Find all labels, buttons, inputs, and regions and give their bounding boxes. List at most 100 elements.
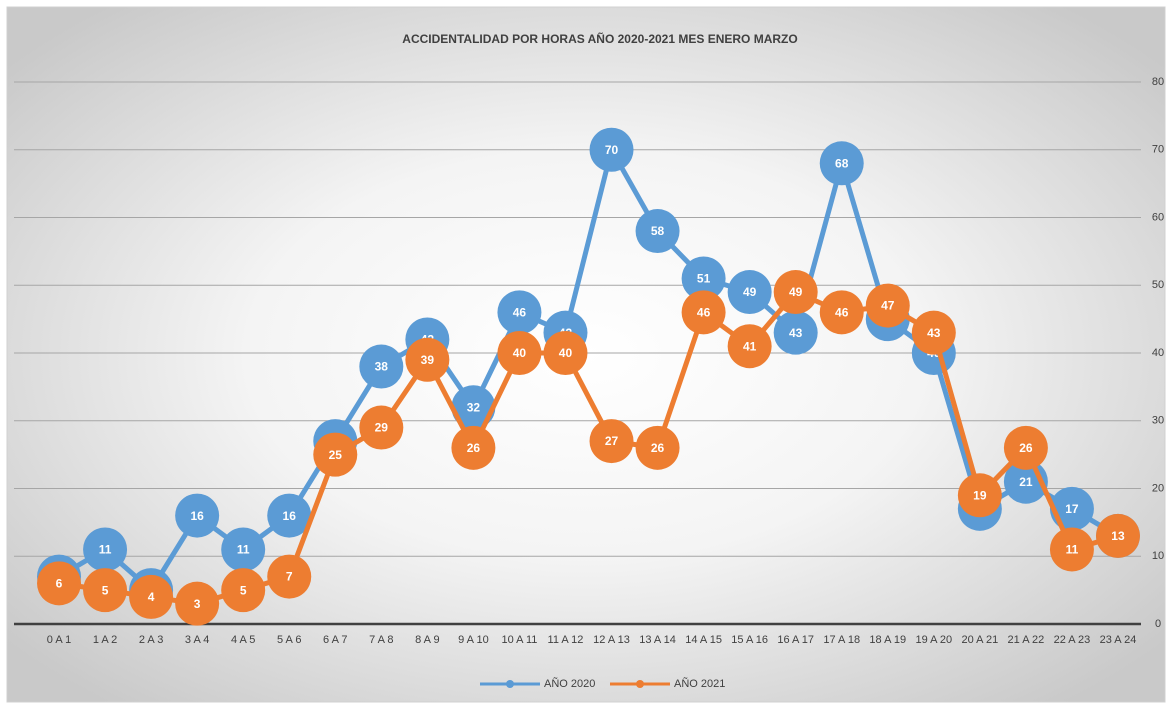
data-point [1095,513,1140,558]
data-label: 26 [1019,441,1033,455]
y-tick-label: 30 [1152,415,1164,427]
x-tick-label: 14 A 15 [685,634,722,646]
data-label: 70 [605,143,619,157]
data-point [359,405,404,450]
y-tick-label: 20 [1152,482,1164,494]
data-label: 27 [605,434,619,448]
x-tick-label: 6 A 7 [323,634,347,646]
data-label: 46 [513,306,527,320]
x-tick-label: 13 A 14 [639,634,676,646]
data-label: 17 [1065,502,1079,516]
data-label: 16 [190,509,204,523]
data-point [589,127,634,172]
data-point [175,581,220,626]
data-point [129,574,174,619]
data-point [911,310,956,355]
data-point [313,432,358,477]
data-point [635,425,680,470]
data-label: 47 [881,299,895,313]
data-point [83,527,128,572]
legend-marker [506,680,514,688]
data-label: 39 [421,353,435,367]
data-label: 7 [286,570,293,584]
data-label: 25 [329,448,343,462]
data-point [221,568,266,613]
data-label: 21 [1019,475,1033,489]
data-point [589,419,634,464]
data-label: 11 [99,543,112,557]
data-label: 68 [835,156,849,170]
data-point [773,270,818,315]
data-label: 38 [375,360,389,374]
x-tick-label: 20 A 21 [961,634,998,646]
y-tick-label: 60 [1152,211,1164,223]
x-tick-label: 5 A 6 [277,634,301,646]
data-label: 26 [651,441,665,455]
x-tick-label: 15 A 16 [731,634,768,646]
data-point [1049,527,1094,572]
data-label: 40 [513,346,527,360]
x-tick-label: 7 A 8 [369,634,393,646]
data-label: 5 [102,583,109,597]
data-point [221,527,266,572]
data-point [635,209,680,254]
y-tick-label: 50 [1152,279,1164,291]
data-point [267,554,312,599]
data-point [543,331,588,375]
y-tick-label: 80 [1152,76,1164,88]
data-point [359,344,404,389]
data-label: 32 [467,400,481,414]
y-tick-label: 70 [1152,144,1164,156]
x-tick-label: 2 A 3 [139,634,163,646]
data-point [681,290,726,335]
legend-label: AÑO 2020 [544,677,595,690]
data-label: 26 [467,441,481,455]
data-label: 11 [237,543,250,557]
data-label: 43 [927,326,941,340]
chart-title: ACCIDENTALIDAD POR HORAS AÑO 2020-2021 M… [402,31,797,46]
data-label: 46 [697,306,711,320]
data-label: 49 [743,285,757,299]
x-tick-label: 10 A 11 [501,634,537,646]
data-point [1003,425,1048,470]
x-tick-label: 22 A 23 [1054,634,1091,646]
data-point [451,385,496,430]
data-label: 13 [1111,529,1125,543]
data-label: 6 [56,577,63,591]
y-tick-label: 40 [1152,347,1164,359]
data-label: 3 [194,597,201,611]
data-point [451,425,496,470]
data-label: 58 [651,224,665,238]
data-point [957,473,1002,518]
data-label: 16 [283,509,297,523]
x-tick-label: 17 A 18 [823,634,860,646]
x-tick-label: 9 A 10 [458,634,489,646]
data-label: 43 [789,326,803,340]
x-tick-label: 12 A 13 [593,634,630,646]
data-point [727,324,772,369]
data-label: 41 [743,339,757,353]
x-tick-label: 1 A 2 [93,634,117,646]
data-point [773,310,818,355]
data-point [267,493,312,538]
legend-marker [636,680,644,688]
data-point [405,337,450,382]
data-point [727,270,772,315]
legend-label: AÑO 2021 [674,677,725,690]
data-label: 4 [148,590,155,604]
x-tick-label: 16 A 17 [777,634,814,646]
data-point [37,561,82,606]
y-tick-label: 10 [1152,550,1164,562]
x-tick-label: 11 A 12 [548,634,584,646]
y-tick-label: 0 [1155,618,1161,630]
x-tick-label: 8 A 9 [415,634,439,646]
x-tick-label: 4 A 5 [231,634,255,646]
x-tick-label: 3 A 4 [185,634,209,646]
x-tick-label: 23 A 24 [1100,634,1137,646]
data-label: 40 [559,346,573,360]
data-label: 51 [697,272,711,286]
data-point [83,568,128,613]
